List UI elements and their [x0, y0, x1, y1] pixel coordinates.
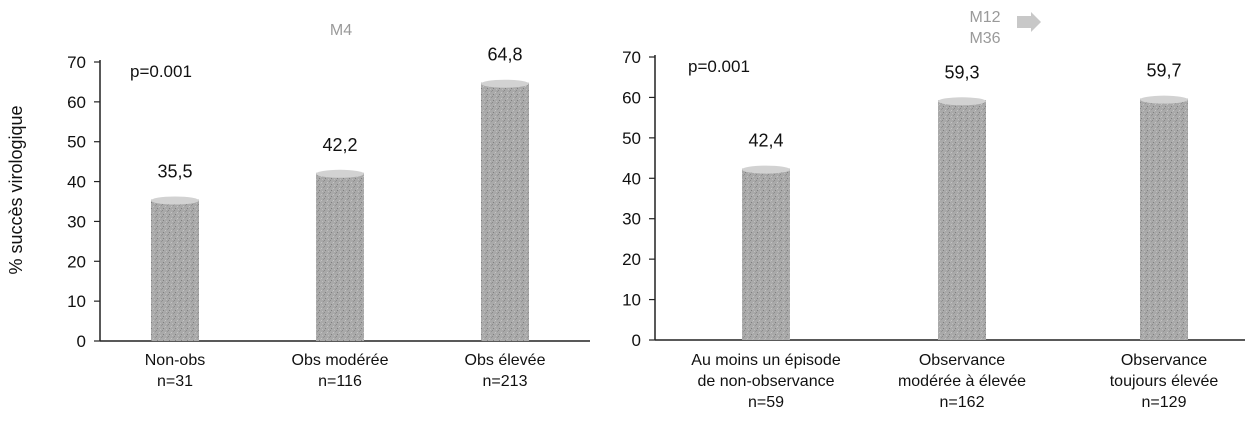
bar-value-label: 42,2 [322, 135, 357, 155]
y-tick-label: 10 [67, 292, 86, 311]
chart-title-line-2: M36 [969, 30, 1000, 47]
category-label: Observance [919, 352, 1005, 369]
category-label: Obs élevée [465, 352, 546, 369]
chart-title-line-1: M12 [969, 9, 1000, 26]
category-label: Au moins un épisode [691, 352, 841, 369]
bar-value-label: 59,3 [944, 62, 979, 82]
y-tick-label: 30 [67, 212, 86, 231]
category-count-label: n=31 [157, 373, 193, 390]
y-tick-label: 60 [622, 88, 641, 107]
category-count-label: n=162 [940, 394, 985, 411]
category-label: Obs modérée [292, 352, 389, 369]
bar-value-label: 42,4 [748, 131, 783, 151]
category-label: Observance [1121, 352, 1207, 369]
y-tick-label: 50 [622, 129, 641, 148]
bar [1140, 95, 1188, 341]
category-label: modérée à élevée [898, 373, 1026, 390]
bar-value-label: 59,7 [1146, 61, 1181, 81]
y-tick-label: 0 [632, 331, 641, 350]
y-tick-label: 10 [622, 291, 641, 310]
bar-value-label: 64,8 [487, 45, 522, 65]
y-tick-label: 40 [67, 173, 86, 192]
bar [938, 97, 986, 340]
y-tick-label: 50 [67, 133, 86, 152]
bar [151, 196, 199, 341]
y-tick-label: 20 [622, 250, 641, 269]
chart-m4: M4 p=0.001 0 10 20 30 40 50 60 70 35,5 Non-obs n=… [67, 22, 590, 390]
y-tick-label: 0 [77, 332, 86, 351]
y-tick-label: 30 [622, 210, 641, 229]
bar [742, 165, 790, 340]
title-arrow-icon [1017, 12, 1041, 32]
category-count-label: n=129 [1142, 394, 1187, 411]
category-label: toujours élevée [1110, 373, 1219, 390]
category-count-label: n=116 [318, 373, 362, 390]
bar-value-label: 35,5 [157, 162, 192, 182]
y-axis-label: % succès virologique [6, 105, 26, 274]
p-value-annotation: p=0.001 [130, 62, 192, 81]
category-count-label: n=59 [748, 394, 784, 411]
y-tick-label: 40 [622, 169, 641, 188]
chart-title: M4 [330, 22, 352, 39]
y-tick-label: 70 [67, 53, 86, 72]
category-count-label: n=213 [483, 373, 528, 390]
p-value-annotation: p=0.001 [688, 57, 750, 76]
y-tick-label: 60 [67, 93, 86, 112]
y-tick-label: 70 [622, 48, 641, 67]
category-label: de non-observance [698, 373, 835, 390]
bar [316, 169, 364, 341]
bar [481, 79, 529, 342]
category-label: Non-obs [145, 352, 205, 369]
y-tick-label: 20 [67, 252, 86, 271]
chart-m12-m36: M12 M36 p=0.001 0 10 20 30 40 50 60 70 42,4 Au m… [622, 9, 1245, 411]
